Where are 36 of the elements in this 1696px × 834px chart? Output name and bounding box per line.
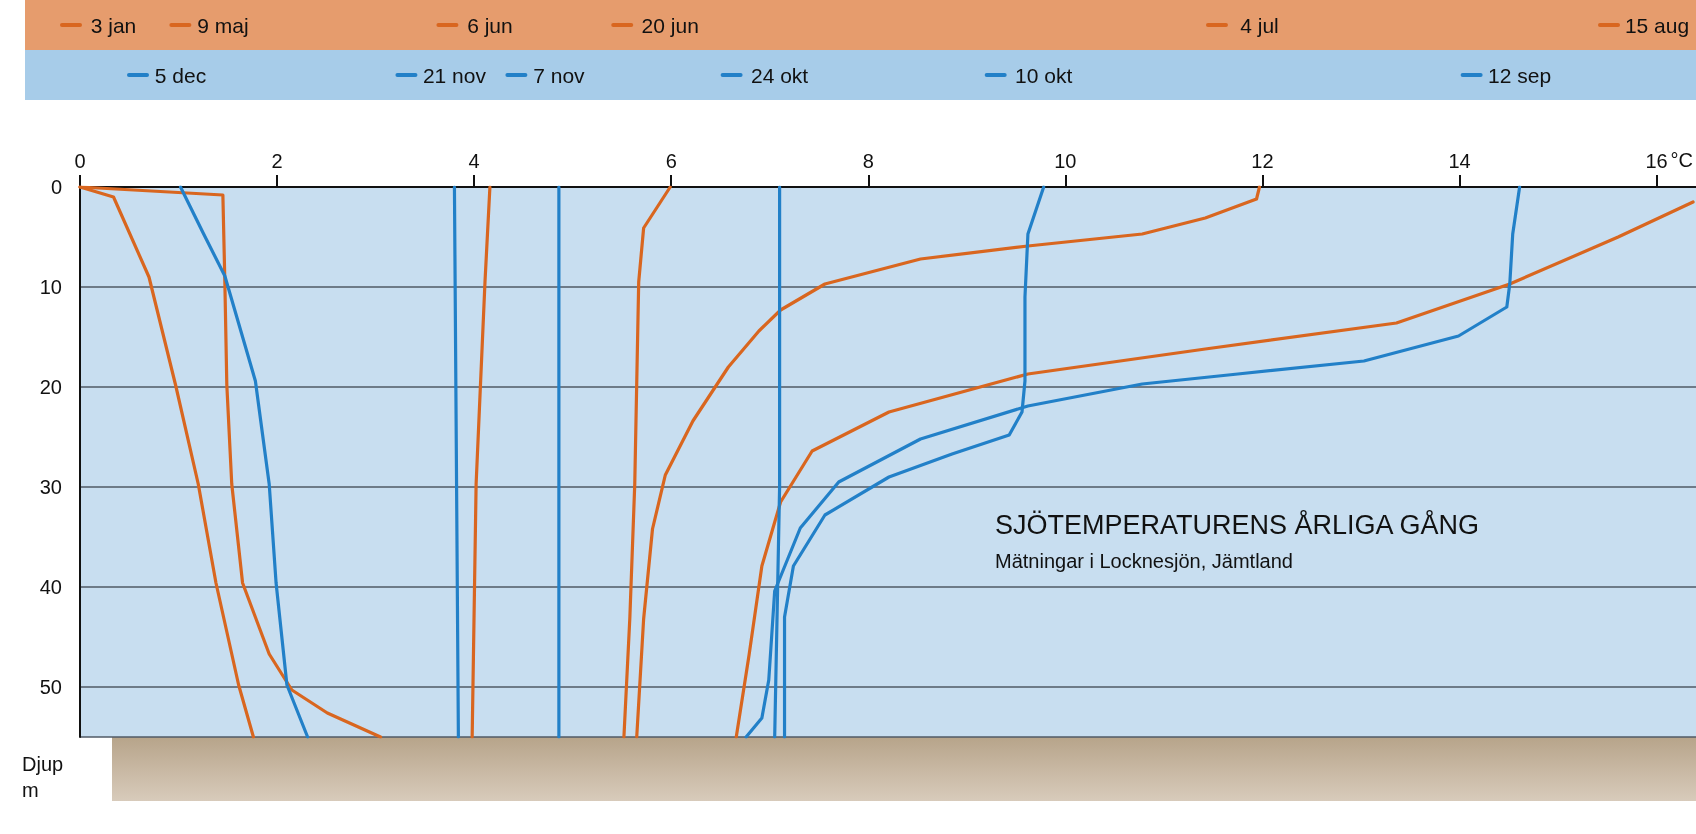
x-tick-label: 6 xyxy=(665,150,677,172)
y-axis-title: Djup m xyxy=(22,753,64,801)
y-tick-label: 50 xyxy=(39,676,62,698)
x-tick-label: 8 xyxy=(862,150,874,172)
legend-label: 7 nov xyxy=(533,63,586,87)
text: SJÖTEMPERATURENS ÅRLIGA GÅNG xyxy=(995,509,1480,540)
legend-label: 10 okt xyxy=(1015,63,1073,87)
line-series xyxy=(178,185,310,739)
legend-label: 21 nov xyxy=(422,63,487,87)
legend-label: 24 okt xyxy=(751,63,809,87)
x-axis-title: °C xyxy=(1670,149,1694,171)
line-series xyxy=(734,200,1695,739)
legend-label: 4 jul xyxy=(1240,13,1279,37)
legend-label: 15 aug xyxy=(1624,13,1690,37)
y-tick-label: 40 xyxy=(39,576,62,598)
y-tick-label: 0 xyxy=(50,176,62,198)
x-tick-label: 10 xyxy=(1054,150,1077,172)
y-tick-label: 30 xyxy=(39,476,62,498)
y-tick-label: 10 xyxy=(39,276,62,298)
x-tick-label: 12 xyxy=(1251,150,1274,172)
legend-label: 5 dec xyxy=(154,63,207,87)
line-series xyxy=(470,185,492,739)
x-tick-label: 14 xyxy=(1448,150,1471,172)
line-series xyxy=(744,185,1522,739)
legend-label: 12 sep xyxy=(1488,63,1552,87)
x-tick-label: 2 xyxy=(271,150,283,172)
legend-label: 3 jan xyxy=(90,13,137,37)
legend-label: 6 jun xyxy=(467,13,513,37)
x-tick-label: 0 xyxy=(74,150,86,172)
legend-label: 9 maj xyxy=(197,13,249,37)
line-series xyxy=(622,185,672,739)
y-tick-label: 20 xyxy=(39,376,62,398)
x-tick-label: 4 xyxy=(468,150,480,172)
legend-label: 20 jun xyxy=(641,13,699,37)
x-tick-label: 16 xyxy=(1645,150,1668,172)
text: Mätningar i Locknesjön, Jämtland xyxy=(995,550,1293,572)
